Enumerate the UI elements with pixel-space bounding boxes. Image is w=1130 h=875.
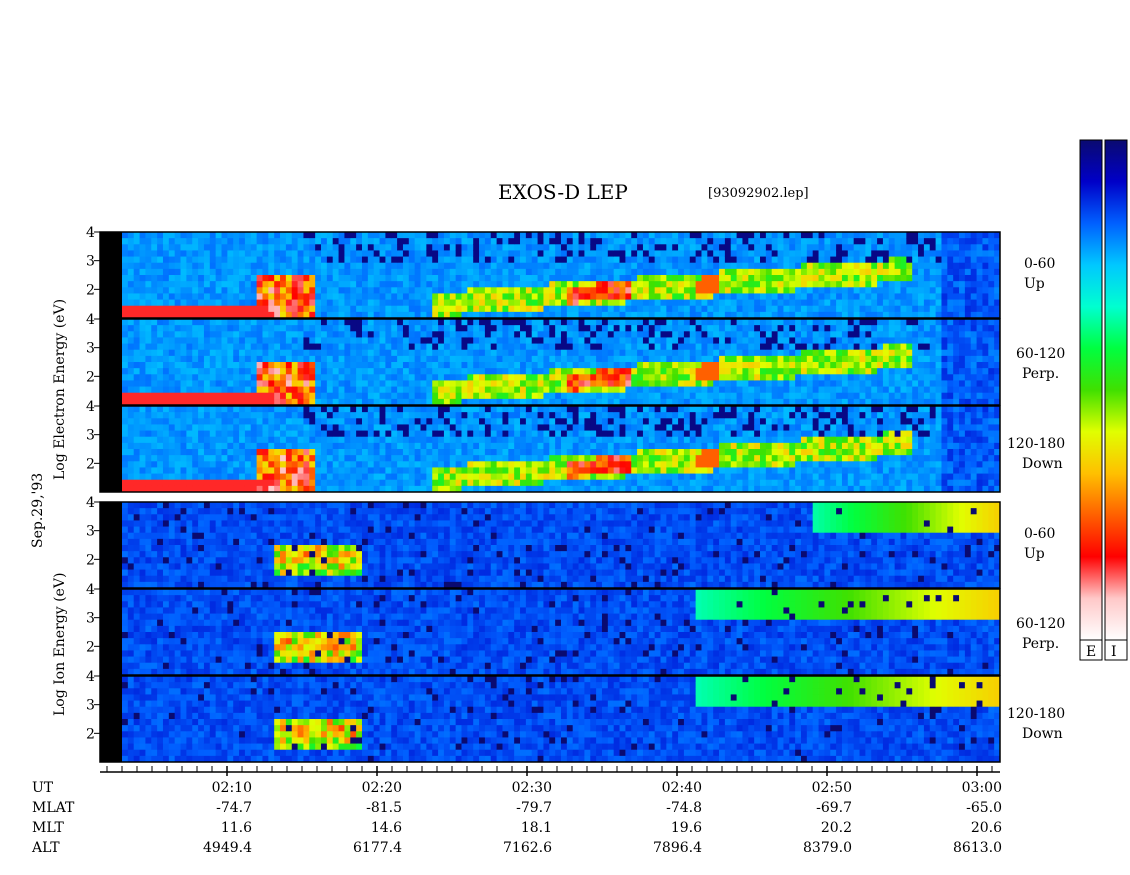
i-panel3-dir: Down — [1022, 726, 1063, 742]
i-panel1-angle: 0-60 — [1024, 526, 1056, 542]
y-tick-label: 3 — [86, 254, 95, 270]
y-tick-label: 2 — [86, 282, 95, 298]
i-panel2-angle: 60-120 — [1016, 616, 1066, 632]
ion-ylabel: Log Ion Energy (eV) — [52, 572, 68, 716]
y-tick-label: 4 — [86, 669, 95, 685]
footer-mlt-value: 20.6 — [970, 820, 1002, 836]
spectrogram-panel-2 — [99, 318, 1001, 406]
footer-mlat-value: -79.7 — [516, 800, 552, 816]
footer-alt-value: 6177.4 — [353, 840, 402, 856]
spectrogram-panel-5 — [99, 588, 1001, 676]
i-panel2-dir: Perp. — [1022, 636, 1060, 652]
footer-mlt-value: 14.6 — [370, 820, 402, 836]
date-label: Sep.29,'93 — [30, 472, 46, 548]
e-panel3-angle: 120-180 — [1007, 436, 1066, 452]
spectrogram-panel-6 — [99, 675, 1001, 763]
footer-mlat-value: -74.7 — [216, 800, 252, 816]
chart-title: EXOS-D LEP — [498, 180, 628, 204]
y-tick-label: 3 — [86, 428, 95, 444]
colorbar-ion — [1104, 139, 1128, 641]
footer-mlat-name: MLAT — [32, 800, 75, 816]
footer-mlt-value: 20.2 — [820, 820, 852, 836]
footer-alt-value: 4949.4 — [203, 840, 252, 856]
footer-mlt-name: MLT — [32, 820, 64, 836]
footer-ut-value: 02:50 — [811, 780, 852, 796]
y-tick-label: 4 — [86, 399, 95, 415]
footer-ut-value: 02:30 — [511, 780, 552, 796]
y-tick-label: 4 — [86, 495, 95, 511]
y-tick-label: 4 — [86, 582, 95, 598]
footer-ut-value: 02:40 — [661, 780, 702, 796]
footer-ut-value: 03:00 — [961, 780, 1002, 796]
e-panel1-angle: 0-60 — [1024, 256, 1056, 272]
y-tick-label: 2 — [86, 456, 95, 472]
e-panel2-dir: Perp. — [1022, 366, 1060, 382]
i-panel1-dir: Up — [1024, 546, 1045, 562]
y-tick-label: 4 — [86, 312, 95, 328]
colorbar-electron — [1079, 139, 1103, 641]
y-tick-label: 3 — [86, 698, 95, 714]
footer-alt-value: 7162.6 — [503, 840, 552, 856]
y-tick-label: 4 — [86, 225, 95, 241]
spectrogram-panel-1 — [99, 231, 1001, 319]
footer-alt-value: 8379.0 — [803, 840, 852, 856]
footer-mlt-value: 19.6 — [670, 820, 702, 836]
colorbar-label: I — [1111, 644, 1117, 660]
footer-ut-value: 02:20 — [361, 780, 402, 796]
footer-alt-name: ALT — [32, 840, 60, 856]
y-tick-label: 2 — [86, 639, 95, 655]
y-tick-label: 2 — [86, 552, 95, 568]
footer-ut-value: 02:10 — [211, 780, 252, 796]
footer-mlat-value: -69.7 — [816, 800, 852, 816]
i-panel3-angle: 120-180 — [1007, 706, 1066, 722]
footer-ut-name: UT — [32, 780, 54, 796]
footer-alt-value: 8613.0 — [953, 840, 1002, 856]
y-tick-label: 2 — [86, 369, 95, 385]
y-tick-label: 2 — [86, 726, 95, 742]
footer-mlat-value: -81.5 — [366, 800, 402, 816]
footer-alt-value: 7896.4 — [653, 840, 702, 856]
footer-mlt-value: 18.1 — [520, 820, 552, 836]
y-tick-label: 3 — [86, 341, 95, 357]
colorbar-label: E — [1086, 644, 1096, 660]
spectrogram-panel-3 — [99, 405, 1001, 493]
e-panel2-angle: 60-120 — [1016, 346, 1066, 362]
y-tick-label: 3 — [86, 524, 95, 540]
e-panel3-dir: Down — [1022, 456, 1063, 472]
y-tick-label: 3 — [86, 611, 95, 627]
footer-mlt-value: 11.6 — [220, 820, 252, 836]
footer-mlat-value: -65.0 — [966, 800, 1002, 816]
file-name: [93092902.lep] — [708, 186, 809, 201]
electron-ylabel: Log Electron Energy (eV) — [52, 298, 68, 480]
e-panel1-dir: Up — [1024, 276, 1045, 292]
spectrogram-panel-4 — [99, 501, 1001, 589]
footer-mlat-value: -74.8 — [666, 800, 702, 816]
